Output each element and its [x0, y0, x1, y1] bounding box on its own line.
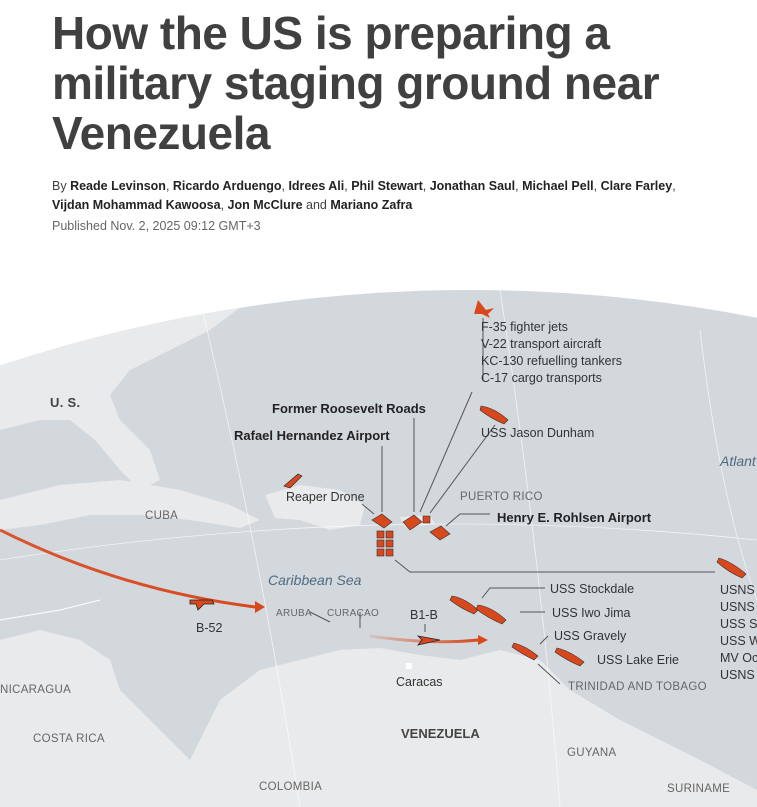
label-uss-gravely: USS Gravely: [554, 629, 627, 643]
label-uss-iwo-jima: USS Iwo Jima: [552, 606, 631, 620]
ship-icon: [554, 647, 585, 667]
label-us: U. S.: [50, 395, 80, 410]
b52-route-arrowhead: [255, 601, 265, 613]
map: U. S. CUBA PUERTO RICO ARUBA CURAÇAO NIC…: [0, 260, 757, 807]
label-costa-rica: COSTA RICA: [33, 733, 105, 745]
label-venezuela: VENEZUELA: [401, 726, 480, 741]
rohlsen-airport-icon: [429, 525, 451, 541]
author-link[interactable]: Reade Levinson: [70, 179, 166, 193]
globe: [0, 289, 757, 807]
author-link[interactable]: Mariano Zafra: [330, 198, 413, 212]
label-cuba: CUBA: [145, 510, 178, 522]
reaper-drone-icon: [283, 473, 303, 489]
label-uss-stockdale: USS Stockdale: [550, 582, 634, 596]
label-suriname: SURINAME: [667, 783, 730, 795]
headline: How the US is preparing a military stagi…: [52, 7, 660, 159]
label-atlantic: Atlant: [719, 453, 757, 469]
label-ship-group: USS S: [720, 617, 757, 631]
b52-route: [0, 528, 256, 609]
label-caribbean-sea: Caribbean Sea: [268, 572, 362, 588]
b52-icon: [189, 599, 215, 611]
author-link[interactable]: Michael Pell: [522, 179, 594, 193]
byline-and: and: [306, 198, 327, 212]
label-ship-group: USNS: [720, 668, 755, 682]
label-ship-group: USS W: [720, 634, 757, 648]
label-uss-lake-erie: USS Lake Erie: [597, 653, 679, 667]
aircraft-v22: V-22 transport aircraft: [481, 337, 602, 351]
base-icons: [371, 513, 451, 557]
ship-icon: [475, 604, 507, 625]
label-nicaragua: NICARAGUA: [0, 684, 71, 696]
map-svg: U. S. CUBA PUERTO RICO ARUBA CURAÇAO NIC…: [0, 289, 757, 807]
ship-icon: [479, 405, 509, 425]
byline: By Reade Levinson, Ricardo Arduengo, Idr…: [52, 179, 676, 212]
label-rafael-hernandez: Rafael Hernandez Airport: [234, 428, 390, 443]
ship-icons: [449, 405, 747, 667]
author-link[interactable]: Jonathan Saul: [429, 179, 516, 193]
f35-icon: [474, 300, 494, 318]
author-link[interactable]: Clare Farley: [600, 179, 673, 193]
aircraft-kc130: KC-130 refuelling tankers: [481, 354, 622, 368]
ship-icon: [716, 557, 747, 579]
label-ship-group: USNS: [720, 583, 755, 597]
published-date: Published Nov. 2, 2025 09:12 GMT+3: [52, 219, 261, 233]
ship-icon: [511, 642, 539, 661]
leader-lines: [309, 318, 715, 685]
author-link[interactable]: Ricardo Arduengo: [172, 179, 282, 193]
aircraft-c17: C-17 cargo transports: [481, 371, 602, 385]
b1b-icon: [416, 635, 441, 646]
b1b-route-arrowhead: [478, 635, 488, 645]
author-link[interactable]: Idrees Ali: [288, 179, 345, 193]
label-uss-jason-dunham: USS Jason Dunham: [481, 426, 594, 440]
label-rohlsen: Henry E. Rohlsen Airport: [497, 510, 652, 525]
author-link[interactable]: Vijdan Mohammad Kawoosa: [52, 198, 221, 212]
label-roosevelt-roads: Former Roosevelt Roads: [272, 401, 426, 416]
rafael-airport-icon: [371, 513, 393, 529]
roosevelt-roads-icon: [402, 514, 423, 531]
roosevelt-roads-square: [422, 515, 431, 524]
caracas-marker: [406, 663, 412, 669]
label-colombia: COLOMBIA: [259, 781, 322, 793]
label-trinidad: TRINIDAD AND TOBAGO: [568, 681, 707, 693]
byline-prefix: By: [52, 179, 67, 193]
label-aruba: ARUBA: [276, 608, 312, 619]
label-curacao: CURAÇAO: [327, 608, 379, 619]
label-reaper-drone: Reaper Drone: [286, 490, 365, 504]
author-link[interactable]: Jon McClure: [227, 198, 303, 212]
label-b1b: B1-B: [410, 608, 438, 622]
label-ship-group: USNS: [720, 600, 755, 614]
label-caracas: Caracas: [396, 675, 443, 689]
aircraft-f35: F-35 fighter jets: [481, 320, 568, 334]
label-guyana: GUYANA: [567, 747, 617, 759]
label-puerto-rico: PUERTO RICO: [460, 491, 543, 503]
label-b52: B-52: [196, 621, 222, 635]
author-link[interactable]: Phil Stewart: [351, 179, 423, 193]
ship-icon: [449, 595, 479, 615]
label-ship-group: MV Oc: [720, 651, 757, 665]
